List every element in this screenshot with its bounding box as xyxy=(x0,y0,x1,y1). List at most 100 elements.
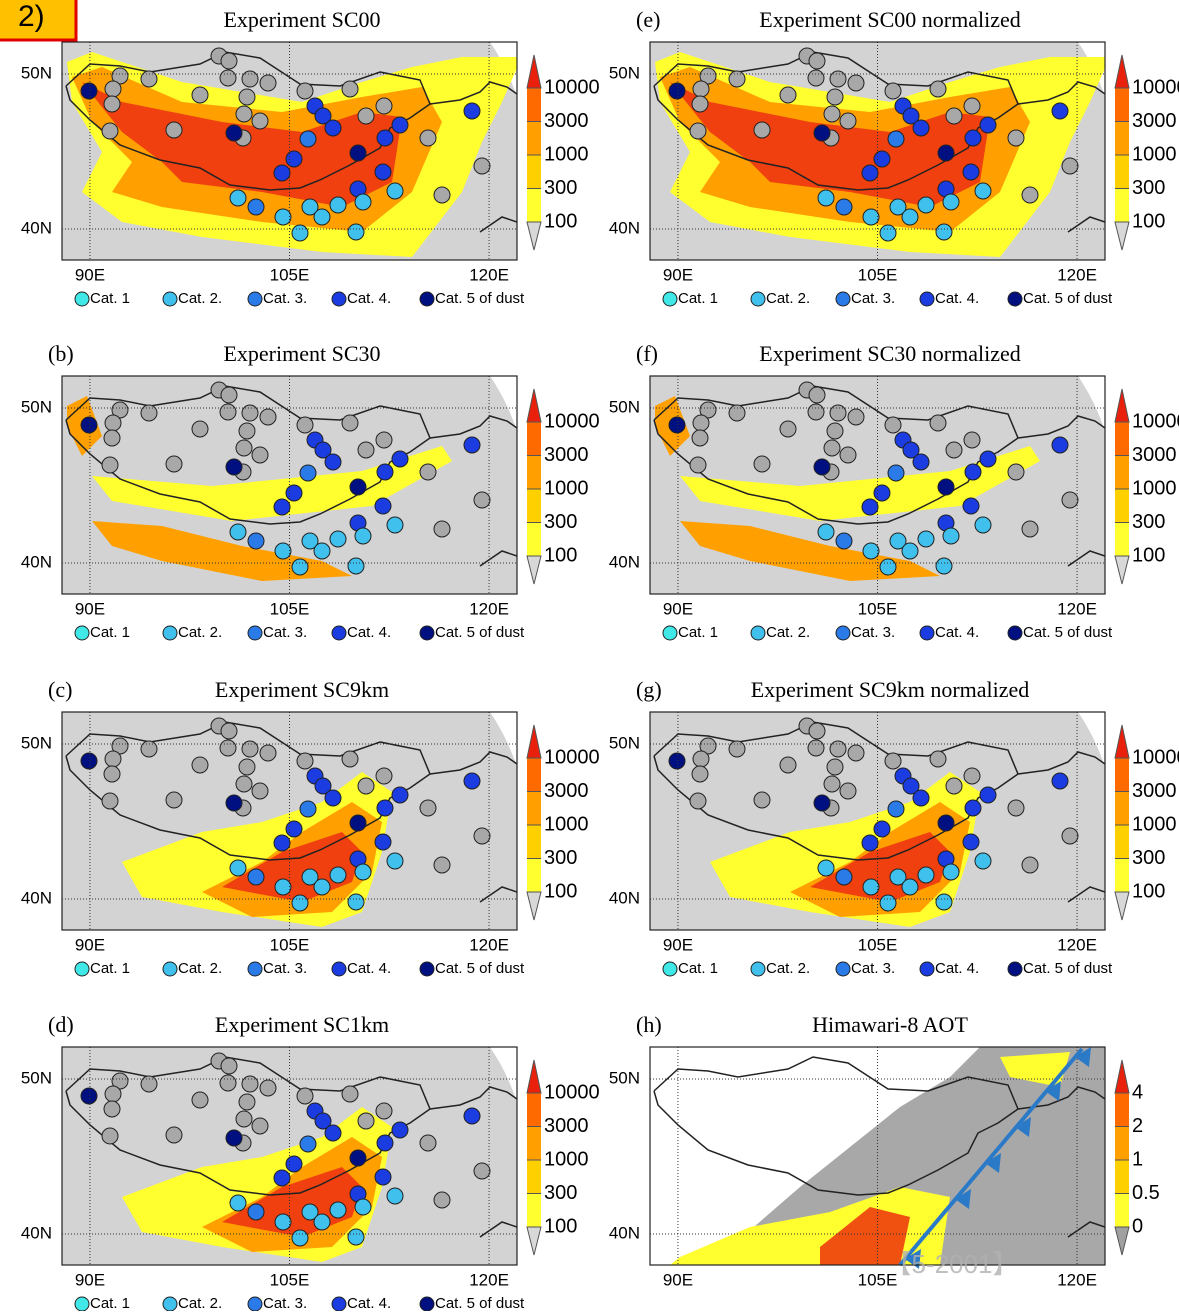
x-tick-label: 90E xyxy=(75,1270,105,1289)
station xyxy=(247,532,265,550)
x-tick-label: 120E xyxy=(1057,265,1097,284)
station xyxy=(191,1091,209,1109)
map-frame xyxy=(61,711,518,931)
station xyxy=(238,422,256,440)
colorbar-label: 0 xyxy=(1132,1215,1143,1237)
station xyxy=(962,163,980,181)
station xyxy=(225,1129,243,1147)
station xyxy=(80,752,98,770)
station xyxy=(826,88,844,106)
legend-label: Cat. 5 of dust xyxy=(435,290,525,307)
station xyxy=(1021,520,1039,538)
station xyxy=(313,208,331,226)
colorbar-top xyxy=(1114,54,1130,89)
station xyxy=(238,88,256,106)
station xyxy=(386,182,404,200)
station xyxy=(912,453,930,471)
station xyxy=(945,107,963,125)
off-domain xyxy=(490,42,517,97)
station xyxy=(917,196,935,214)
colorbar-bottom xyxy=(526,555,542,585)
station xyxy=(103,765,121,783)
colorbar-label: 10000 xyxy=(544,1081,600,1103)
station xyxy=(835,198,853,216)
station xyxy=(285,1155,303,1173)
station xyxy=(104,414,122,432)
legend-label: Cat. 5 of dust xyxy=(435,624,525,641)
colorbar-label: 1000 xyxy=(544,1148,589,1170)
country-border xyxy=(1067,886,1105,903)
station xyxy=(347,223,365,241)
map xyxy=(650,42,1105,260)
legend-label: Cat. 1 xyxy=(90,624,130,641)
station xyxy=(375,1102,393,1120)
station xyxy=(80,82,98,100)
colorbar-label: 10000 xyxy=(544,76,600,98)
colorbar-label: 2 xyxy=(1132,1115,1143,1137)
station xyxy=(692,750,710,768)
station xyxy=(314,107,332,125)
station xyxy=(808,722,826,740)
station xyxy=(285,820,303,838)
legend-label: Cat. 2. xyxy=(178,1295,222,1311)
station xyxy=(80,1087,98,1105)
station xyxy=(273,834,291,852)
station xyxy=(817,859,835,877)
station xyxy=(937,144,955,162)
station xyxy=(1051,772,1069,790)
legend-label: Cat. 5 of dust xyxy=(1023,624,1113,641)
station xyxy=(1061,827,1079,845)
legend-marker xyxy=(74,291,90,307)
colorbar-band xyxy=(527,758,541,792)
station xyxy=(963,767,981,785)
station xyxy=(692,414,710,432)
station xyxy=(347,893,365,911)
y-tick-label: 50N xyxy=(609,397,640,416)
station xyxy=(296,752,314,770)
country-border xyxy=(479,1221,517,1238)
station xyxy=(779,420,797,438)
station xyxy=(386,516,404,534)
colorbar-label: 1000 xyxy=(544,813,589,835)
station xyxy=(935,893,953,911)
station xyxy=(912,789,930,807)
legend-marker xyxy=(662,291,678,307)
legend-marker xyxy=(1007,625,1023,641)
map-frame xyxy=(649,375,1106,595)
dust-plume xyxy=(92,521,352,581)
y-tick-label: 40N xyxy=(21,1223,52,1242)
station xyxy=(229,189,247,207)
panel: (e) Experiment SC00 normalized 90E 105E 120E… xyxy=(609,7,1179,307)
station xyxy=(103,95,121,113)
station xyxy=(219,739,237,757)
station xyxy=(80,416,98,434)
country-border xyxy=(429,751,517,775)
x-tick-label: 105E xyxy=(270,599,310,618)
station xyxy=(374,163,392,181)
station xyxy=(884,82,902,100)
station xyxy=(728,70,746,88)
station xyxy=(689,122,707,140)
panel-title: Experiment SC00 normalized xyxy=(759,7,1021,32)
station xyxy=(374,497,392,515)
cold-front xyxy=(898,1047,1091,1269)
station xyxy=(817,523,835,541)
station xyxy=(808,52,826,70)
station xyxy=(165,121,183,139)
station xyxy=(473,827,491,845)
station xyxy=(375,97,393,115)
station xyxy=(165,1126,183,1144)
colorbar-label: 3000 xyxy=(1132,110,1177,132)
station xyxy=(111,1072,129,1090)
colorbar-bottom xyxy=(526,1226,542,1256)
legend-marker xyxy=(247,291,263,307)
colorbar-label: 10000 xyxy=(1132,76,1179,98)
station xyxy=(225,124,243,142)
station xyxy=(225,794,243,812)
station xyxy=(419,799,437,817)
station xyxy=(929,750,947,768)
x-tick-label: 105E xyxy=(858,1270,898,1289)
station xyxy=(879,558,897,576)
station xyxy=(935,223,953,241)
legend-marker xyxy=(1007,961,1023,977)
